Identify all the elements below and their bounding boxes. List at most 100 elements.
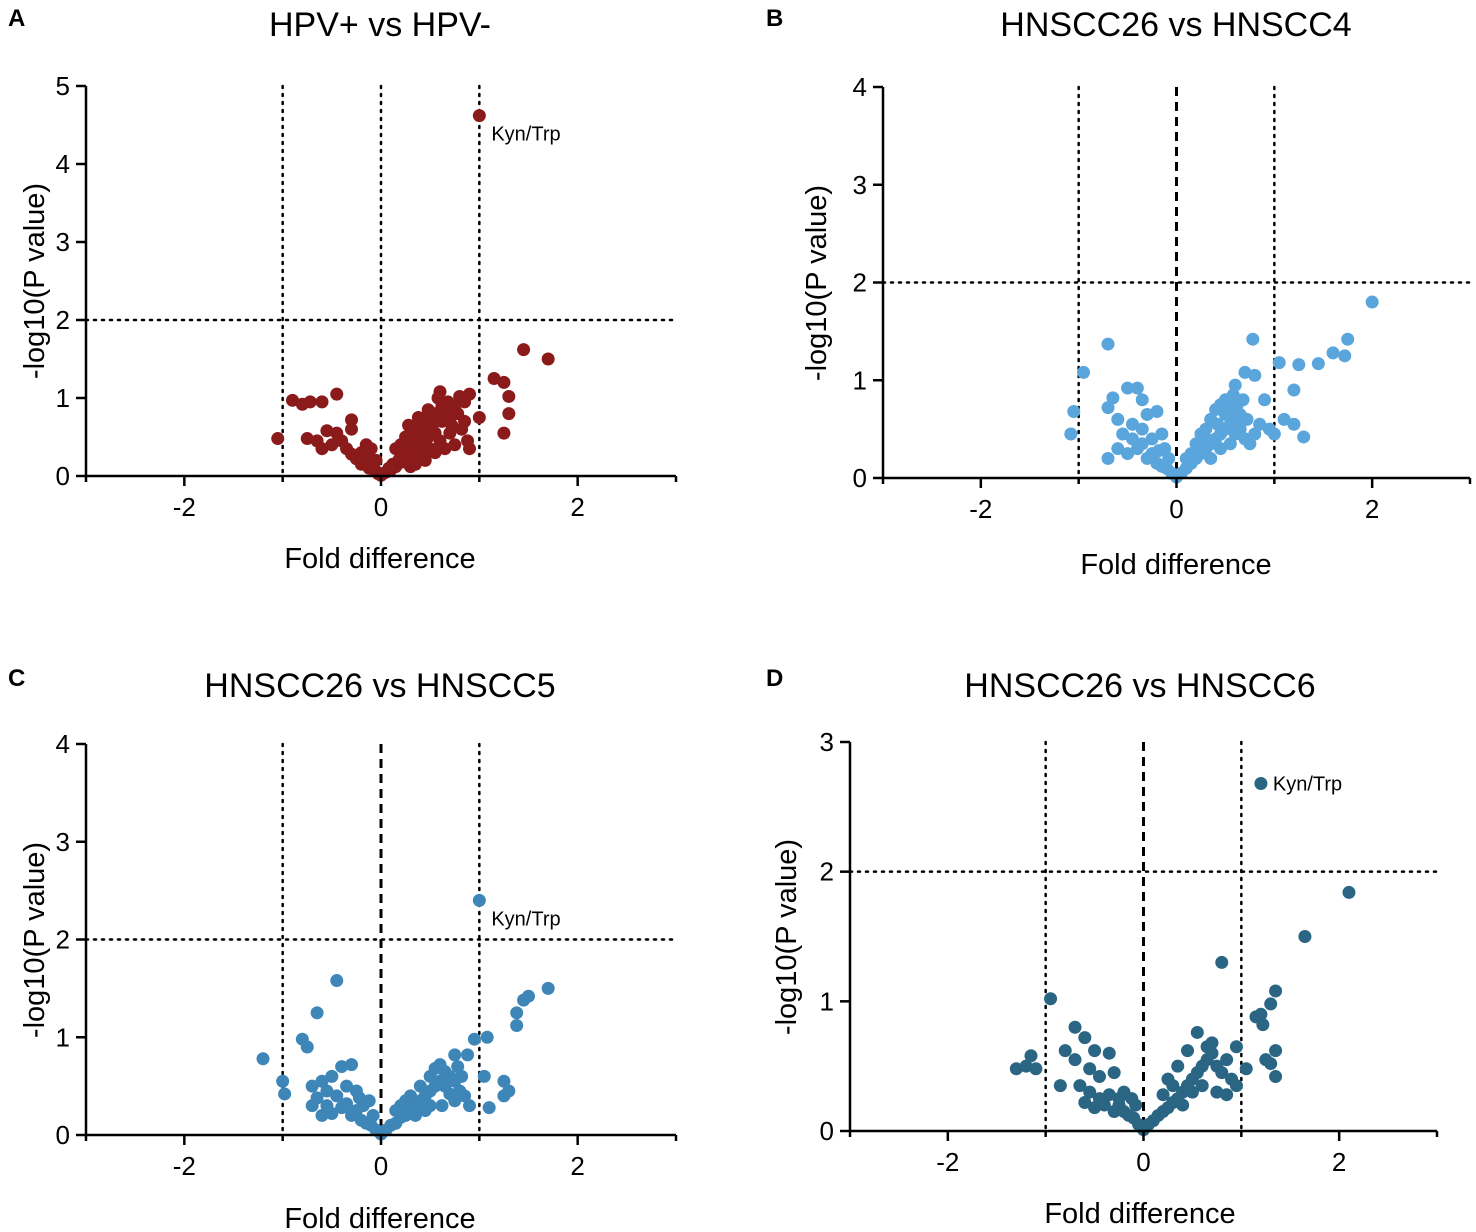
data-point bbox=[1101, 451, 1115, 465]
data-point bbox=[497, 426, 511, 440]
data-point bbox=[256, 1052, 270, 1066]
data-point bbox=[428, 426, 442, 440]
data-point bbox=[1083, 1062, 1097, 1076]
y-tick-label: 1 bbox=[56, 383, 70, 413]
x-axis-label: Fold difference bbox=[284, 543, 475, 575]
data-point bbox=[320, 424, 334, 438]
data-point bbox=[438, 1064, 452, 1078]
data-point bbox=[1107, 1066, 1121, 1080]
y-axis-label: -log10(P value) bbox=[19, 183, 51, 379]
data-point bbox=[1125, 432, 1139, 446]
data-point bbox=[1254, 776, 1268, 790]
x-tick-label: 2 bbox=[570, 1151, 584, 1181]
data-point bbox=[1078, 1095, 1092, 1109]
data-point bbox=[1117, 1085, 1131, 1099]
x-axis-label: Fold difference bbox=[1044, 1198, 1235, 1230]
y-axis-label: -log10(P value) bbox=[801, 185, 833, 381]
y-tick-label: 5 bbox=[56, 71, 70, 101]
data-point bbox=[1199, 432, 1213, 446]
data-point bbox=[325, 438, 339, 452]
data-point bbox=[1078, 1031, 1092, 1045]
data-point bbox=[477, 1069, 491, 1083]
data-point bbox=[330, 974, 344, 988]
data-point bbox=[1116, 427, 1130, 441]
y-tick-label: 2 bbox=[853, 268, 867, 298]
data-point bbox=[1236, 393, 1250, 407]
data-point bbox=[448, 1094, 462, 1108]
data-point bbox=[1176, 1098, 1190, 1112]
data-point bbox=[1111, 412, 1125, 426]
data-point bbox=[1073, 1079, 1087, 1093]
data-point bbox=[1341, 332, 1355, 346]
data-point bbox=[1220, 1053, 1234, 1067]
data-point bbox=[1239, 1062, 1253, 1076]
data-point bbox=[303, 395, 317, 409]
data-point bbox=[1243, 437, 1257, 451]
data-point bbox=[320, 1084, 334, 1098]
data-point bbox=[1277, 412, 1291, 426]
x-tick-label: 2 bbox=[570, 492, 584, 522]
x-tick-label: -2 bbox=[173, 492, 196, 522]
y-tick-label: 3 bbox=[56, 827, 70, 857]
x-tick-label: 2 bbox=[1365, 494, 1379, 524]
data-point bbox=[497, 1089, 511, 1103]
data-point bbox=[345, 1058, 358, 1072]
data-point bbox=[1156, 1088, 1170, 1102]
data-point bbox=[1297, 430, 1311, 444]
data-point bbox=[286, 393, 299, 407]
data-point bbox=[1215, 1066, 1229, 1080]
data-point bbox=[402, 418, 416, 432]
data-point bbox=[1292, 358, 1306, 372]
data-point bbox=[463, 442, 476, 456]
data-point bbox=[330, 1089, 344, 1103]
data-point bbox=[1248, 368, 1262, 382]
x-axis-label: Fold difference bbox=[1080, 549, 1271, 581]
data-point bbox=[1083, 1085, 1097, 1099]
data-point bbox=[1088, 1044, 1102, 1058]
data-point bbox=[305, 1099, 319, 1113]
data-point bbox=[1171, 1059, 1185, 1073]
data-point bbox=[1267, 427, 1281, 441]
chart-panel-a: A HPV+ vs HPV- Kyn/Trp 0 1 2 3 4 5 -2 0 2 Fold diffe… bbox=[8, 5, 678, 575]
data-point bbox=[352, 1091, 366, 1105]
data-point bbox=[1053, 1079, 1067, 1093]
y-tick-label: 0 bbox=[853, 463, 867, 493]
data-point bbox=[1125, 417, 1139, 431]
data-point bbox=[510, 1006, 524, 1020]
data-point bbox=[448, 438, 462, 452]
data-point bbox=[325, 1069, 339, 1083]
y-tick-label: 0 bbox=[820, 1116, 834, 1146]
panel-letter: C bbox=[8, 665, 25, 692]
data-point bbox=[423, 1099, 437, 1113]
data-point bbox=[1210, 1085, 1224, 1099]
data-point bbox=[458, 395, 472, 409]
data-point bbox=[455, 1069, 469, 1083]
data-point bbox=[1311, 357, 1325, 371]
data-point bbox=[510, 1019, 524, 1033]
point-annotation: Kyn/Trp bbox=[1273, 773, 1342, 795]
data-point bbox=[1101, 337, 1115, 351]
x-tick-label: -2 bbox=[173, 1151, 196, 1181]
y-tick-label: 4 bbox=[853, 72, 867, 102]
data-point bbox=[1019, 1059, 1033, 1073]
data-point bbox=[389, 442, 403, 456]
data-point bbox=[421, 403, 435, 417]
x-tick-label: 0 bbox=[1169, 494, 1183, 524]
data-point bbox=[1246, 332, 1260, 346]
y-tick-label: 2 bbox=[56, 925, 70, 955]
data-point bbox=[1248, 427, 1262, 441]
data-point bbox=[325, 1106, 339, 1120]
data-point bbox=[461, 1048, 475, 1062]
data-point bbox=[1152, 444, 1166, 458]
data-point bbox=[1269, 984, 1283, 998]
data-point bbox=[448, 1048, 462, 1062]
data-point bbox=[1029, 1062, 1043, 1076]
data-point bbox=[1214, 442, 1228, 456]
chart-title: HNSCC26 vs HNSCC6 bbox=[964, 667, 1315, 705]
data-point bbox=[1088, 1101, 1102, 1115]
data-point bbox=[300, 432, 314, 446]
data-point bbox=[1024, 1049, 1038, 1063]
data-point bbox=[467, 1032, 481, 1046]
data-point bbox=[1135, 393, 1149, 407]
